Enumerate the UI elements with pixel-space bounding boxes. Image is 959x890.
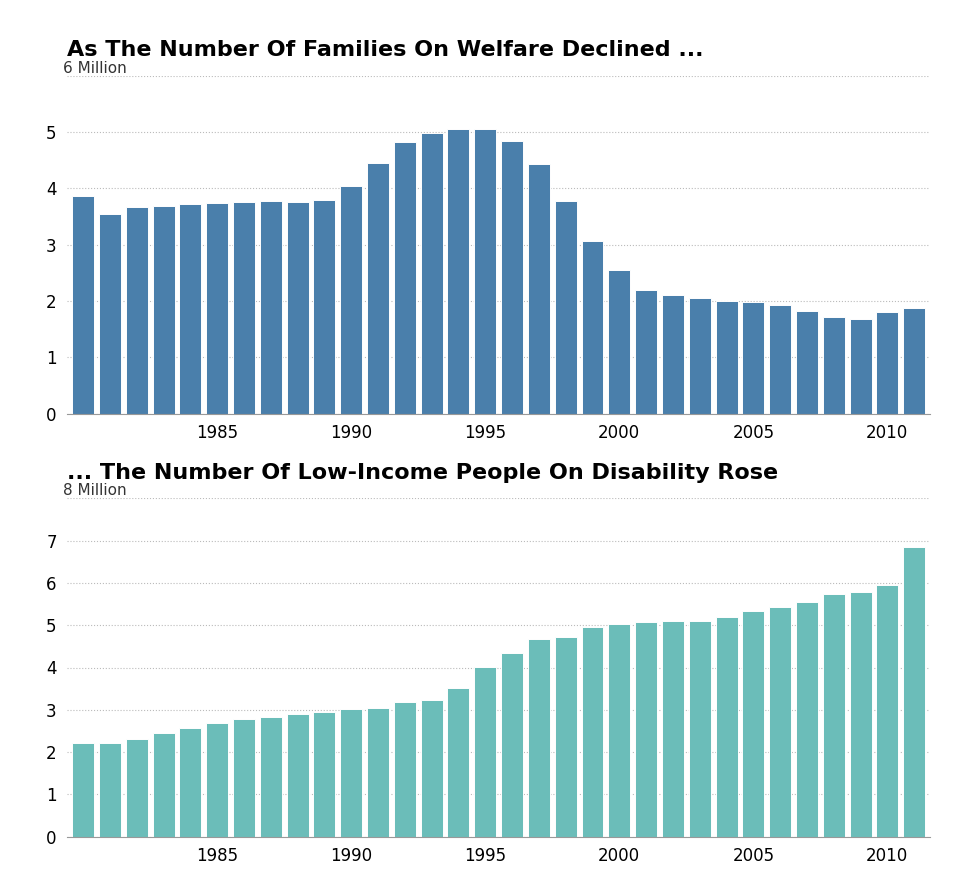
Bar <box>99 743 121 837</box>
Bar <box>769 607 791 837</box>
Bar <box>394 142 416 414</box>
Bar <box>581 627 603 837</box>
Bar <box>126 740 148 837</box>
Bar <box>635 622 657 837</box>
Bar <box>179 204 201 414</box>
Bar <box>152 206 175 414</box>
Bar <box>742 611 764 837</box>
Bar <box>72 197 94 414</box>
Bar <box>715 617 737 837</box>
Bar <box>206 724 228 837</box>
Bar <box>527 164 550 414</box>
Bar <box>742 302 764 414</box>
Bar <box>179 728 201 837</box>
Bar <box>340 709 363 837</box>
Bar <box>635 290 657 414</box>
Bar <box>394 702 416 837</box>
Bar <box>554 201 576 414</box>
Bar <box>287 714 309 837</box>
Bar <box>769 305 791 414</box>
Bar <box>689 298 711 414</box>
Bar <box>608 271 630 414</box>
Bar <box>260 201 282 414</box>
Bar <box>314 200 336 414</box>
Bar <box>152 733 175 837</box>
Bar <box>475 129 496 414</box>
Bar <box>367 708 389 837</box>
Bar <box>903 308 925 414</box>
Bar <box>903 547 925 837</box>
Bar <box>877 585 899 837</box>
Text: ... The Number Of Low-Income People On Disability Rose: ... The Number Of Low-Income People On D… <box>67 463 779 483</box>
Bar <box>99 214 121 414</box>
Bar <box>421 134 443 414</box>
Bar <box>850 320 872 414</box>
Bar <box>554 637 576 837</box>
Bar <box>502 141 523 414</box>
Bar <box>421 700 443 837</box>
Bar <box>206 203 228 414</box>
Bar <box>823 594 845 837</box>
Bar <box>850 592 872 837</box>
Bar <box>689 620 711 837</box>
Bar <box>72 743 94 837</box>
Bar <box>662 295 684 414</box>
Bar <box>233 718 255 837</box>
Bar <box>877 312 899 414</box>
Text: 8 Million: 8 Million <box>63 483 127 498</box>
Bar <box>715 301 737 414</box>
Bar <box>314 712 336 837</box>
Bar <box>260 717 282 837</box>
Bar <box>475 668 496 837</box>
Text: As The Number Of Families On Welfare Declined ...: As The Number Of Families On Welfare Dec… <box>67 40 704 61</box>
Bar <box>823 317 845 414</box>
Bar <box>502 652 523 837</box>
Bar <box>581 241 603 414</box>
Bar <box>796 602 818 837</box>
Text: 6 Million: 6 Million <box>63 61 127 76</box>
Bar <box>448 129 470 414</box>
Bar <box>126 207 148 414</box>
Bar <box>796 312 818 414</box>
Bar <box>287 202 309 414</box>
Bar <box>662 621 684 837</box>
Bar <box>367 163 389 414</box>
Bar <box>233 202 255 414</box>
Bar <box>340 186 363 414</box>
Bar <box>608 624 630 837</box>
Bar <box>527 639 550 837</box>
Bar <box>448 688 470 837</box>
